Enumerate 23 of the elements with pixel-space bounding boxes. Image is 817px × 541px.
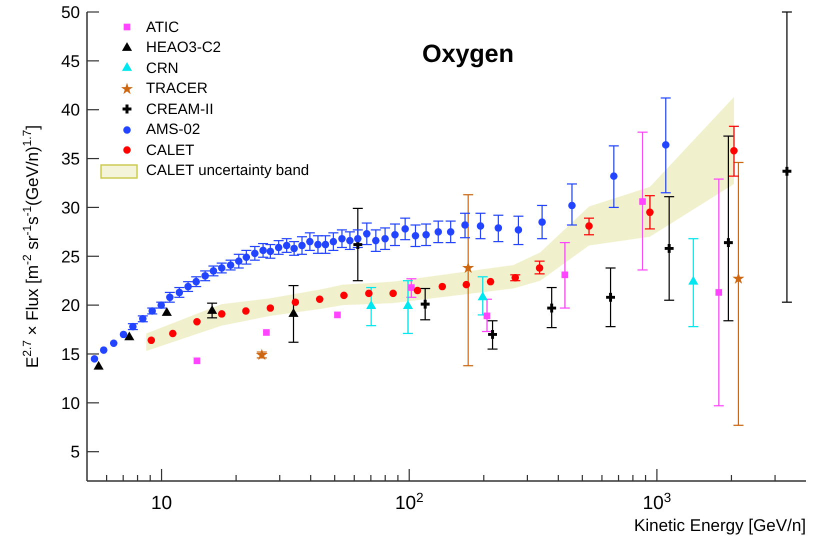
y-tick-label: 10	[61, 393, 80, 412]
x-axis-title: Kinetic Energy [GeV/n]	[634, 516, 806, 535]
y-tick-label: 45	[61, 51, 80, 70]
y-tick-label: 5	[70, 442, 80, 462]
text: Oxygen	[421, 40, 515, 69]
y-tick-label: 30	[61, 198, 80, 217]
legend-label: CRN	[146, 60, 178, 77]
y-tick-label: 40	[61, 100, 80, 120]
legend-label: TRACER	[146, 80, 208, 98]
x-tick-label: 10$^{3}$	[642, 490, 672, 514]
y-tick-label: 50	[61, 2, 80, 22]
legend-label: CALET uncertainty band	[146, 162, 310, 180]
legend-label: CREAM-II	[146, 100, 214, 118]
x-tick-label: 10$^{2}$	[394, 490, 424, 514]
legend-label: ATIC	[146, 18, 180, 36]
legend-label: CALET	[146, 142, 194, 159]
legend-label: AMS-02	[146, 121, 200, 138]
legend-label: HEAO3-C2	[146, 39, 222, 56]
y-tick-label: 15	[61, 344, 80, 364]
x-tick-label: 10	[150, 493, 172, 514]
y-tick-label: 35	[61, 149, 80, 168]
y-tick-label: 20	[61, 296, 80, 315]
y-tick-label: 25	[61, 246, 80, 266]
